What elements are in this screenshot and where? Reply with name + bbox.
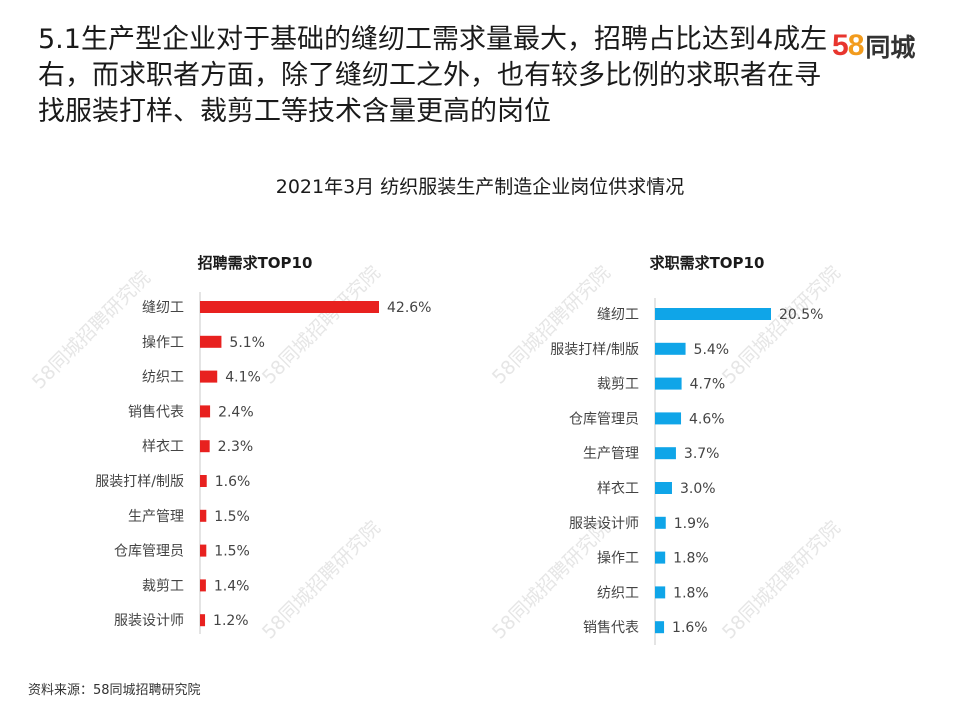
bar [200, 301, 379, 313]
data-label: 20.5% [779, 307, 823, 323]
category-label: 仓库管理员 [569, 411, 639, 427]
data-label: 1.9% [674, 516, 710, 532]
logo-number: 58 [832, 29, 864, 62]
subchart-title: 求职需求TOP10 [650, 254, 765, 272]
data-label: 1.6% [215, 474, 251, 490]
category-label: 操作工 [142, 335, 184, 351]
category-label: 缝纫工 [142, 300, 184, 316]
data-label: 2.4% [218, 404, 254, 420]
data-label: 1.5% [214, 509, 250, 525]
bar [200, 405, 211, 418]
data-label: 2.3% [218, 439, 254, 455]
jobseeker-demand-chart: 求职需求TOP10 缝纫工 20.5% 服装打样/制版 5.4% 裁剪工 4.7% 仓库管理员… [550, 254, 823, 645]
recruitment-demand-chart: 招聘需求TOP10 缝纫工 42.6% 操作工 5.1% 纺织工 4.1% 销售代表 2.4% 样… [95, 254, 431, 634]
subchart-title: 招聘需求TOP10 [198, 254, 313, 272]
category-label: 操作工 [597, 551, 639, 567]
bar [200, 614, 206, 627]
category-label: 服装设计师 [569, 516, 639, 532]
category-label: 样衣工 [142, 439, 184, 455]
bar [655, 482, 672, 494]
bar [655, 412, 682, 425]
bar [655, 516, 666, 529]
data-label: 1.4% [214, 578, 250, 594]
data-label: 4.7% [690, 377, 726, 393]
bar [200, 370, 218, 383]
58tongcheng-logo: 58 同城 [832, 26, 915, 66]
bar [655, 551, 666, 564]
category-label: 纺织工 [142, 370, 184, 386]
bar [655, 308, 771, 320]
bar [655, 447, 676, 460]
data-label: 5.1% [229, 335, 265, 351]
data-label: 5.4% [694, 342, 730, 358]
data-label: 1.6% [672, 620, 708, 636]
data-label: 1.8% [673, 551, 709, 567]
category-label: 销售代表 [128, 404, 184, 420]
data-label: 1.5% [214, 544, 250, 560]
source-note: 资料来源：58同城招聘研究院 [28, 683, 201, 698]
bar [655, 342, 686, 355]
bar [200, 475, 207, 487]
data-label: 4.1% [225, 370, 261, 386]
bar [655, 586, 666, 599]
bar [200, 509, 207, 522]
category-label: 服装打样/制版 [95, 473, 184, 490]
bar [200, 579, 206, 592]
bar [200, 335, 222, 348]
data-label: 1.8% [673, 585, 709, 601]
bar [200, 544, 207, 557]
data-label: 4.6% [689, 411, 725, 427]
category-label: 服装打样/制版 [550, 341, 639, 358]
bar [655, 377, 682, 390]
data-label: 42.6% [387, 300, 431, 316]
category-label: 裁剪工 [597, 377, 639, 393]
bar [200, 440, 210, 453]
logo-text: 同城 [865, 33, 916, 62]
bar [655, 621, 665, 634]
category-label: 纺织工 [597, 585, 639, 601]
data-label: 1.2% [213, 613, 249, 629]
category-label: 仓库管理员 [114, 544, 184, 560]
data-label: 3.0% [680, 481, 716, 497]
chart-title: 2021年3月 纺织服装生产制造企业岗位供求情况 [275, 176, 685, 198]
category-label: 缝纫工 [597, 307, 639, 323]
page-headline: 5.1生产型企业对于基础的缝纫工需求量最大，招聘占比达到4成左右，而求职者方面，… [38, 24, 828, 127]
category-label: 生产管理 [583, 446, 639, 462]
category-label: 销售代表 [583, 620, 639, 636]
category-label: 样衣工 [597, 481, 639, 497]
category-label: 生产管理 [128, 509, 184, 525]
data-label: 3.7% [684, 446, 720, 462]
category-label: 服装设计师 [114, 613, 184, 629]
category-label: 裁剪工 [142, 578, 184, 594]
